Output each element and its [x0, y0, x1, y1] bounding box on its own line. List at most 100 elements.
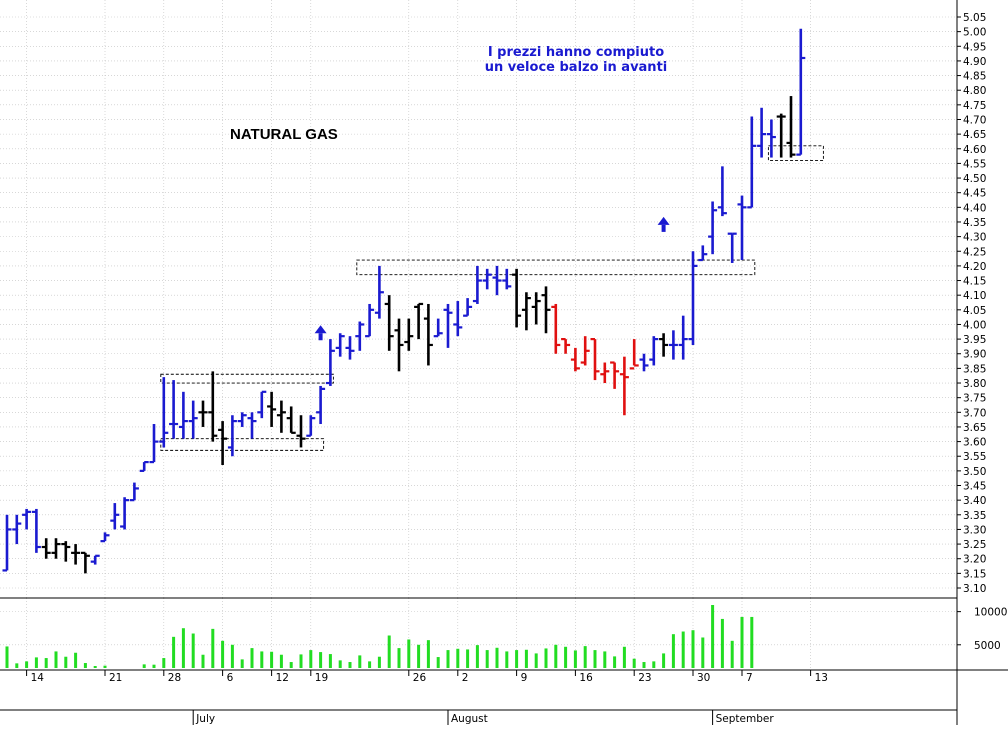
ohlc-bar: [757, 107, 767, 158]
ohlc-bar: [570, 347, 580, 372]
volume-bar: [299, 654, 303, 668]
volume-bar: [328, 654, 332, 668]
price-tick-label: 4.80: [963, 85, 986, 97]
volume-bar: [358, 655, 362, 668]
volume-bar: [83, 663, 87, 668]
ohlc-bar: [659, 333, 669, 357]
ohlc-bar: [110, 503, 120, 530]
volume-bar: [524, 649, 528, 668]
volume-bar: [622, 646, 626, 668]
volume-bar: [25, 661, 29, 668]
volume-bar: [377, 656, 381, 668]
ohlc-bar: [61, 541, 71, 562]
volume-bar: [730, 640, 734, 668]
volume-bar: [289, 662, 293, 668]
volume-bar: [44, 658, 48, 668]
ohlc-bar: [786, 96, 796, 158]
price-tick-label: 4.45: [963, 188, 986, 200]
price-bars: [2, 28, 806, 574]
volume-bar: [397, 648, 401, 668]
volume-bar: [240, 659, 244, 668]
volume-bar: [466, 649, 470, 668]
ohlc-bar: [698, 245, 708, 262]
ohlc-bar: [325, 339, 335, 386]
price-axis: 3.10 3.15 3.20 3.25 3.30 3.35 3.40 3.45 3.50 3.55…: [957, 12, 986, 595]
ohlc-bar: [71, 544, 81, 565]
ohlc-bar: [531, 292, 541, 325]
volume-bar: [603, 651, 607, 668]
ohlc-bar: [188, 400, 198, 439]
volume-bar: [5, 646, 9, 668]
volume-bar: [720, 618, 724, 668]
month-label: August: [451, 713, 488, 725]
ohlc-bar: [257, 390, 267, 419]
resistance-boxes: [160, 145, 824, 451]
ohlc-bar: [472, 265, 482, 304]
volume-bar: [505, 651, 509, 668]
volume-bar: [221, 640, 225, 668]
volume-bar: [319, 652, 323, 668]
price-tick-label: 4.15: [963, 276, 986, 288]
price-tick-label: 3.80: [963, 378, 986, 390]
volume-tick-label: 5000: [974, 640, 1001, 652]
ohlc-bar: [80, 551, 90, 574]
volume-bar: [338, 660, 342, 668]
ohlc-bar: [649, 336, 659, 366]
ohlc-bar: [737, 195, 747, 261]
price-tick-label: 4.95: [963, 41, 986, 53]
ohlc-bar: [276, 400, 286, 433]
volume-bar: [201, 654, 205, 668]
ohlc-bar: [394, 318, 404, 372]
ohlc-bar: [482, 268, 492, 290]
volume-bar: [172, 636, 176, 668]
volume-bar: [495, 647, 499, 668]
date-tick-label: 9: [521, 672, 528, 684]
volume-bar: [230, 644, 234, 668]
price-tick-label: 3.25: [963, 539, 986, 551]
volume-bar: [652, 661, 656, 668]
resistance-box: [767, 145, 824, 161]
ohlc-bar: [22, 508, 32, 530]
ohlc-bar: [747, 116, 757, 209]
ohlc-bar: [610, 361, 620, 389]
price-tick-label: 3.30: [963, 524, 986, 536]
ohlc-bar: [629, 339, 639, 370]
volume-bar: [446, 650, 450, 668]
ohlc-bar: [766, 119, 776, 158]
price-tick-label: 3.55: [963, 451, 986, 463]
volume-bar: [279, 654, 283, 668]
date-tick-label: 21: [109, 672, 122, 684]
ohlc-bar: [502, 268, 512, 290]
date-tick-label: 12: [276, 672, 289, 684]
price-tick-label: 4.20: [963, 261, 986, 273]
volume-bar: [270, 651, 274, 668]
volume-bar: [181, 628, 185, 668]
volume-bar: [573, 650, 577, 668]
volume-tick-label: 10000: [974, 607, 1007, 619]
volume-bar: [456, 648, 460, 668]
price-tick-label: 3.60: [963, 437, 986, 449]
price-tick-label: 3.45: [963, 481, 986, 493]
ohlc-bar: [218, 421, 228, 466]
price-tick-label: 4.90: [963, 56, 986, 68]
volume-bar: [613, 656, 617, 668]
volume-bar: [15, 663, 19, 668]
date-tick-label: 13: [815, 672, 828, 684]
price-grid: [0, 0, 957, 598]
volume-axis: 5000 10000: [957, 607, 1007, 652]
ohlc-bar: [717, 166, 727, 217]
volume-bar: [515, 650, 519, 668]
price-tick-label: 3.35: [963, 510, 986, 522]
price-tick-label: 3.70: [963, 407, 986, 419]
volume-bar: [534, 653, 538, 668]
date-tick-label: 23: [638, 672, 651, 684]
ohlc-bar: [159, 377, 169, 448]
price-tick-label: 4.00: [963, 319, 986, 331]
volume-bar: [74, 652, 78, 668]
price-tick-label: 3.15: [963, 568, 986, 580]
ohlc-bar: [414, 302, 424, 340]
volume-bar: [632, 658, 636, 668]
ohlc-bar: [31, 508, 41, 553]
volume-bar: [554, 644, 558, 668]
